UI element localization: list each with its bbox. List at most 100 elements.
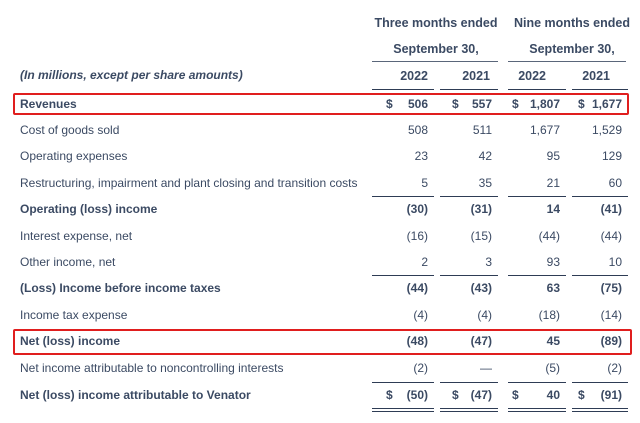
value-cell: (75): [600, 281, 622, 295]
value-cell: (31): [470, 202, 492, 216]
value-cell: (5): [545, 361, 560, 375]
value-cell: (14): [600, 308, 622, 322]
value-cell: 1,677: [529, 123, 560, 137]
row-label: Net (loss) income attributable to Venato…: [20, 388, 251, 402]
table-row: Cost of goods sold 508 511 1,677 1,529: [0, 118, 640, 144]
value-cell: 5: [421, 176, 428, 190]
value-cell: (15): [470, 229, 492, 243]
value-cell: (48): [406, 334, 428, 348]
value-cell: 506: [407, 97, 428, 111]
value-cell: (47): [470, 388, 492, 402]
value-cell: —: [480, 361, 492, 375]
subtotal-rule-venator-1: [372, 382, 434, 383]
value-cell: 45: [546, 334, 560, 348]
header-nine-months-line1: Nine months ended: [514, 16, 630, 30]
value-cell: 14: [546, 202, 560, 216]
value-cell: (2): [607, 361, 622, 375]
currency-symbol: $: [452, 388, 459, 402]
subtotal-rule-venator-4: [572, 382, 628, 383]
header-rule-nine-months: [508, 61, 626, 62]
value-cell: (4): [413, 308, 428, 322]
value-cell: (89): [600, 334, 622, 348]
value-cell: 1,529: [591, 123, 622, 137]
value-cell: 23: [414, 149, 428, 163]
value-cell: 2: [421, 255, 428, 269]
row-label: Cost of goods sold: [20, 123, 120, 137]
value-cell: (30): [406, 202, 428, 216]
value-cell: 129: [601, 149, 622, 163]
currency-symbol: $: [512, 97, 519, 111]
value-cell: (44): [406, 281, 428, 295]
value-cell: (2): [413, 361, 428, 375]
subtotal-rule-operating-3: [508, 196, 566, 197]
value-cell: (44): [600, 229, 622, 243]
subtotal-rule-operating-1: [372, 196, 434, 197]
row-label: Net income attributable to noncontrollin…: [20, 361, 284, 375]
header-rule-three-months: [372, 61, 498, 62]
value-cell: 508: [407, 123, 428, 137]
currency-symbol: $: [452, 97, 459, 111]
year-header-9m-2022: 2022: [518, 69, 546, 83]
table-row: Restructuring, impairment and plant clos…: [0, 171, 640, 197]
total-double-rule-2: [440, 408, 498, 412]
subtotal-rule-venator-2: [440, 382, 498, 383]
value-cell: (16): [406, 229, 428, 243]
currency-symbol: $: [578, 97, 585, 111]
subtotal-rule-pretax-1: [372, 275, 434, 276]
value-cell: 1,677: [591, 97, 622, 111]
year-header-9m-2021: 2021: [582, 69, 610, 83]
value-cell: 60: [608, 176, 622, 190]
subtotal-rule-operating-2: [440, 196, 498, 197]
value-cell: (4): [477, 308, 492, 322]
subtotal-rule-pretax-2: [440, 275, 498, 276]
value-cell: 95: [546, 149, 560, 163]
total-double-rule-4: [572, 408, 628, 412]
subtotal-rule-pretax-3: [508, 275, 566, 276]
subtotal-rule-operating-4: [572, 196, 628, 197]
currency-symbol: $: [386, 97, 393, 111]
year-rule-4: [572, 89, 628, 90]
table-row: Interest expense, net (16) (15) (44) (44): [0, 224, 640, 250]
value-cell: (47): [470, 334, 492, 348]
value-cell: 42: [478, 149, 492, 163]
total-double-rule-1: [372, 408, 434, 412]
value-cell: (50): [406, 388, 428, 402]
table-row: Revenues $506 $557 $1,807 $1,677: [0, 92, 640, 118]
table-row: Net (loss) income attributable to Venato…: [0, 383, 640, 409]
currency-symbol: $: [386, 388, 393, 402]
value-cell: 557: [471, 97, 492, 111]
value-cell: (18): [538, 308, 560, 322]
header-nine-months-line2: September 30,: [529, 42, 615, 56]
row-label: Interest expense, net: [20, 229, 133, 243]
value-cell: 63: [546, 281, 560, 295]
year-header-q-2021: 2021: [462, 69, 490, 83]
value-cell: 10: [608, 255, 622, 269]
row-label: Income tax expense: [20, 308, 128, 322]
table-row: Other income, net 2 3 93 10: [0, 250, 640, 276]
year-rule-1: [372, 89, 434, 90]
value-cell: 21: [546, 176, 560, 190]
highlight-box-net-loss: [13, 329, 632, 355]
value-cell: (44): [538, 229, 560, 243]
value-cell: (43): [470, 281, 492, 295]
total-double-rule-3: [508, 408, 566, 412]
year-rule-3: [508, 89, 566, 90]
units-note: (In millions, except per share amounts): [20, 68, 243, 82]
row-label: Operating expenses: [20, 149, 128, 163]
table-row: (Loss) Income before income taxes (44) (43…: [0, 276, 640, 302]
table-row: Operating (loss) income (30) (31) 14 (41): [0, 197, 640, 223]
value-cell: 1,807: [529, 97, 560, 111]
value-cell: 3: [485, 255, 492, 269]
table-row: Net (loss) income (48) (47) 45 (89): [0, 329, 640, 355]
table-row: Income tax expense (4) (4) (18) (14): [0, 303, 640, 329]
year-header-q-2022: 2022: [400, 69, 428, 83]
value-cell: (41): [600, 202, 622, 216]
row-label: Operating (loss) income: [20, 202, 158, 216]
value-cell: 511: [472, 123, 492, 137]
row-label: (Loss) Income before income taxes: [20, 281, 221, 295]
table-row: Operating expenses 23 42 95 129: [0, 144, 640, 170]
subtotal-rule-pretax-4: [572, 275, 628, 276]
row-label: Net (loss) income: [20, 334, 121, 348]
value-cell: 35: [478, 176, 492, 190]
header-three-months-line1: Three months ended: [374, 16, 498, 30]
